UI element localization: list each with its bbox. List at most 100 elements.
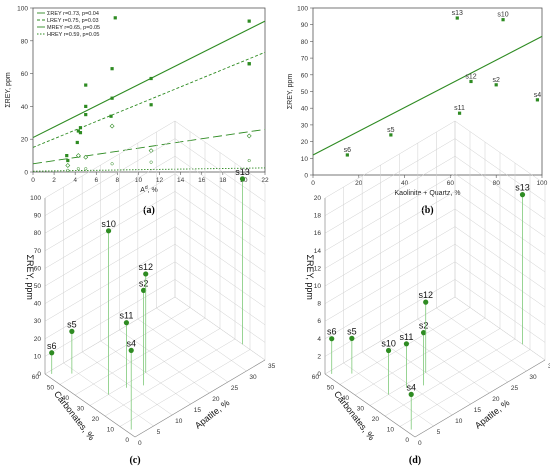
carbonates-tick-label: 40: [342, 395, 350, 402]
carbonates-axis-label: Carbonates, %: [332, 389, 377, 442]
fit-line: [312, 35, 543, 156]
point-label: s2: [139, 278, 149, 288]
data-point-s10: [385, 347, 392, 354]
z-tick-label: 90: [34, 213, 42, 220]
data-point: [65, 154, 69, 158]
x-tick-label: 22: [261, 177, 269, 184]
x-tick-label: 4: [73, 177, 77, 184]
apatite-tick-label: 15: [194, 407, 202, 414]
y-tick-label: 70: [301, 56, 309, 63]
data-point-s5: [69, 328, 75, 334]
x-tick-label: 60: [447, 180, 455, 187]
data-point-s10: [501, 18, 505, 22]
legend-entry: ΣREY r=0.73, p=0.04: [47, 11, 99, 17]
fit-line-LREY: [32, 51, 266, 148]
data-point: [84, 104, 88, 108]
carbonates-tick-label: 20: [372, 416, 380, 423]
data-point-s4: [535, 98, 540, 102]
legend-entry: HREY r=0.59, p=0.05: [47, 32, 100, 38]
point-label: s11: [120, 311, 134, 321]
wall-grid-line: [44, 261, 266, 340]
fit-line-ΣREY: [32, 20, 266, 139]
carbonates-axis-line: [324, 373, 416, 438]
apatite-tick-label: 5: [437, 429, 441, 436]
point-label: s13: [515, 183, 530, 193]
panel-d-chart: 0246810121416182001020304050600510152025…: [305, 120, 550, 466]
carbonates-tick-label: 50: [327, 385, 335, 392]
z-tick-label: 70: [34, 248, 42, 255]
panel-tag: (c): [129, 455, 140, 466]
data-point: [149, 160, 153, 164]
x-tick-label: 18: [219, 177, 227, 184]
z-tick-label: 18: [314, 213, 322, 220]
y-tick-label: 90: [301, 22, 309, 29]
z-tick-label: 2: [317, 353, 321, 360]
point-label: s10: [381, 339, 396, 349]
panel-tag: (b): [421, 205, 433, 216]
floor-grid-line: [81, 351, 173, 416]
point-label: s12: [418, 290, 433, 300]
z-tick-label: 12: [314, 265, 322, 272]
point-label: s10: [497, 12, 508, 19]
point-label: s4: [126, 338, 136, 348]
legend-entry: LREY r=0.75, p=0.03: [47, 18, 99, 24]
wall-grid-line: [324, 138, 546, 216]
x-tick-label: 80: [493, 180, 501, 187]
data-point: [84, 113, 88, 117]
plot-area-frame: [32, 7, 266, 173]
y-axis-label: ΣREY, ppm: [5, 72, 12, 107]
x-tick-label: 6: [94, 177, 98, 184]
x-tick-label: 100: [537, 180, 548, 187]
floor-grid-line: [384, 338, 516, 417]
apatite-axis-line: [134, 359, 266, 438]
carbonates-tick-label: 10: [387, 427, 395, 434]
apatite-tick-label: 30: [529, 374, 537, 381]
point-label: s12: [138, 262, 153, 272]
point-label: s5: [67, 319, 77, 329]
floor-grid-line: [59, 307, 191, 385]
apatite-tick-label: 15: [474, 407, 482, 414]
data-point: [247, 19, 251, 23]
floor-grid-line: [436, 307, 527, 372]
data-point: [84, 83, 88, 87]
carbonates-tick-label: 20: [92, 416, 100, 423]
z-tick-label: 100: [30, 195, 41, 202]
data-point-s2: [494, 83, 498, 87]
x-tick-label: 12: [156, 177, 164, 184]
wall-grid-line: [44, 173, 266, 252]
wall-grid-line: [324, 208, 546, 287]
point-label: s10: [101, 219, 116, 229]
point-label: s13: [235, 167, 250, 177]
data-point-s4: [408, 391, 414, 397]
z-tick-label: 14: [314, 248, 322, 255]
point-label: s6: [327, 327, 337, 337]
floor-grid-line: [156, 307, 247, 372]
x-tick-label: 0: [31, 177, 35, 184]
apatite-tick-label: 0: [138, 440, 142, 447]
data-point: [66, 168, 70, 172]
data-point-s12: [469, 79, 473, 84]
apatite-tick-label: 25: [231, 385, 239, 392]
data-point: [75, 140, 79, 145]
data-point-s5: [389, 133, 393, 137]
point-label: s11: [454, 105, 465, 112]
carbonates-tick-label: 60: [312, 374, 320, 381]
floor-grid-line: [399, 349, 531, 427]
carbonates-tick-label: 10: [107, 427, 115, 434]
z-tick-label: 8: [317, 301, 321, 308]
x-tick-label: 14: [177, 177, 185, 184]
data-point: [76, 129, 80, 133]
panel-tag: (a): [143, 205, 155, 216]
data-point: [78, 131, 83, 135]
point-label: s2: [419, 321, 429, 331]
data-point: [149, 103, 153, 107]
x-tick-label: 40: [401, 180, 409, 187]
apatite-tick-label: 5: [157, 429, 161, 436]
wall-grid-line: [324, 226, 546, 304]
y-tick-label: 60: [21, 71, 29, 78]
carbonates-tick-label: 40: [62, 395, 70, 402]
data-point: [65, 163, 71, 168]
point-label: s6: [47, 341, 57, 351]
panel-c-chart: 0102030405060708090100010203040506005101…: [25, 120, 276, 466]
